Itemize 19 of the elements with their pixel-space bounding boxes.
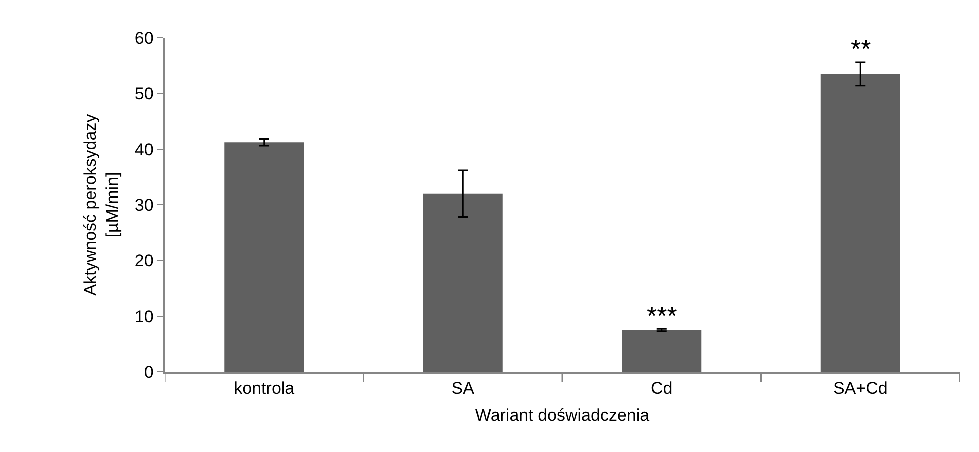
bar xyxy=(820,74,900,372)
x-tick-label: Cd xyxy=(651,379,673,398)
annotation: ** xyxy=(851,34,872,64)
y-axis-title: Aktywność peroksydazy [µM/min] xyxy=(80,114,122,296)
y-tick-label: 20 xyxy=(134,252,154,271)
bar xyxy=(423,194,503,372)
y-tick-label: 40 xyxy=(134,140,154,160)
annotation: *** xyxy=(647,301,678,331)
bar xyxy=(224,142,304,372)
x-tick-label: SA+Cd xyxy=(833,379,888,398)
bar xyxy=(622,330,702,372)
x-tick-label: kontrola xyxy=(234,379,296,398)
y-tick-label: 30 xyxy=(134,196,154,215)
y-tick-label: 10 xyxy=(134,307,154,326)
x-axis-title: Wariant doświadczenia xyxy=(475,406,650,426)
y-tick-label: 50 xyxy=(134,84,154,104)
y-tick-label: 60 xyxy=(134,28,154,48)
y-tick-label: 0 xyxy=(144,362,154,382)
x-tick-label: SA xyxy=(452,379,476,398)
